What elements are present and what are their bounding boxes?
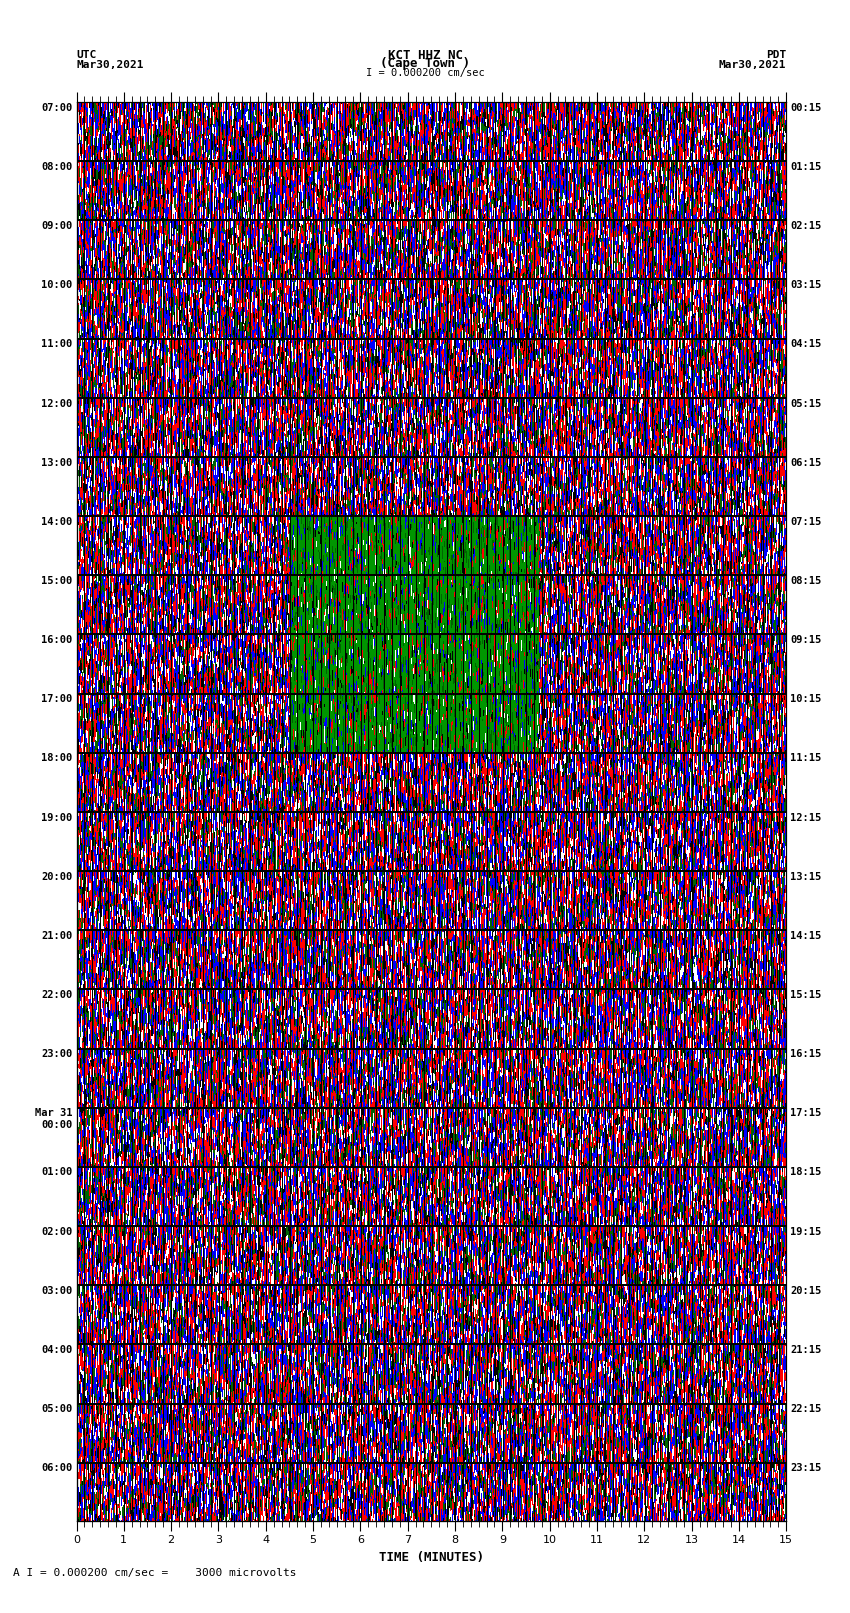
Text: A I = 0.000200 cm/sec =    3000 microvolts: A I = 0.000200 cm/sec = 3000 microvolts xyxy=(13,1568,297,1578)
Text: Mar30,2021: Mar30,2021 xyxy=(76,60,144,71)
Text: UTC: UTC xyxy=(76,50,97,60)
Text: KCT HHZ NC: KCT HHZ NC xyxy=(388,48,462,63)
Text: PDT: PDT xyxy=(766,50,786,60)
X-axis label: TIME (MINUTES): TIME (MINUTES) xyxy=(379,1550,484,1563)
Text: (Cape Town ): (Cape Town ) xyxy=(380,56,470,71)
Text: I = 0.000200 cm/sec: I = 0.000200 cm/sec xyxy=(366,68,484,77)
Text: Mar30,2021: Mar30,2021 xyxy=(719,60,786,71)
